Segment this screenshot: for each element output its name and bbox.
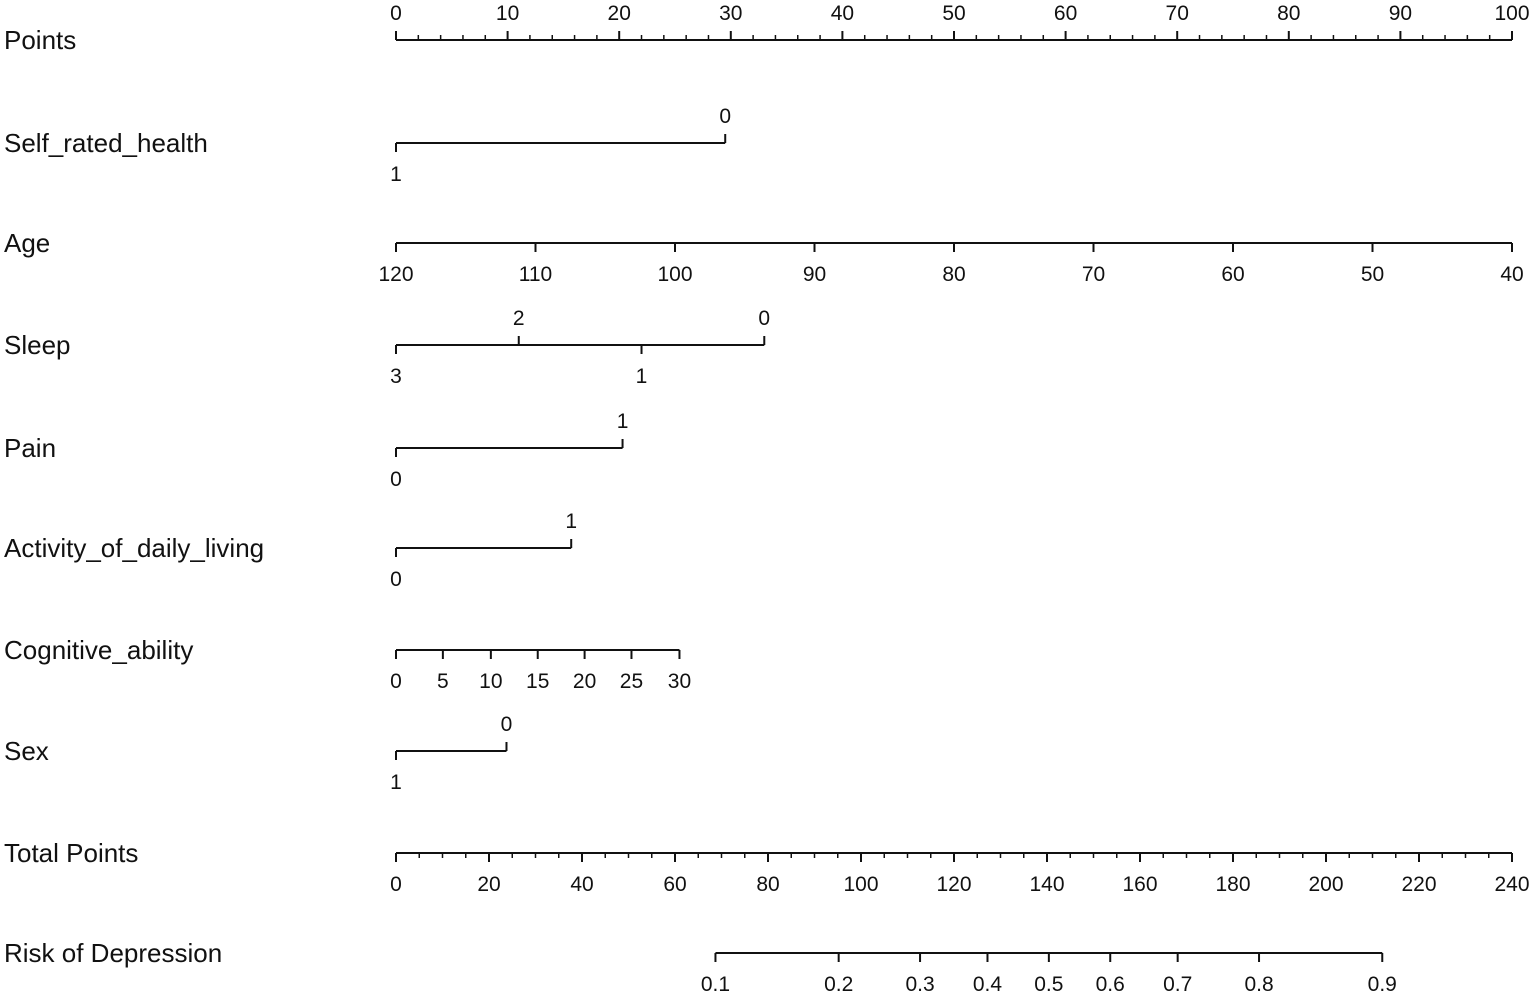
variable-tick-label: 70	[1082, 263, 1105, 286]
points-tick-label: 80	[1277, 2, 1300, 25]
variable-tick-label: 1	[390, 163, 402, 186]
variable-tick-label: 1	[390, 771, 402, 794]
points-tick-label: 40	[831, 2, 854, 25]
points-tick-label: 100	[1494, 2, 1529, 25]
row-label: Total Points	[4, 838, 138, 868]
points-tick-label: 30	[719, 2, 742, 25]
variable-tick-label: 50	[1361, 263, 1384, 286]
variable-tick-label: 0	[758, 307, 770, 330]
variable-tick-label: 1	[565, 510, 577, 533]
total-points-tick-label: 200	[1308, 873, 1343, 896]
risk-tick-label: 0.3	[905, 973, 934, 996]
points-tick-label: 0	[390, 2, 402, 25]
risk-tick-label: 0.8	[1244, 973, 1273, 996]
row-label: Self_rated_health	[4, 128, 208, 158]
row-label: Activity_of_daily_living	[4, 533, 264, 563]
variable-tick-label: 5	[437, 670, 449, 693]
variable-tick-label: 15	[526, 670, 549, 693]
total-points-tick-label: 180	[1215, 873, 1250, 896]
points-tick-label: 50	[942, 2, 965, 25]
total-points-tick-label: 100	[843, 873, 878, 896]
variable-tick-label: 0	[719, 105, 731, 128]
risk-tick-label: 0.1	[701, 973, 730, 996]
total-points-tick-label: 140	[1029, 873, 1064, 896]
total-points-tick-label: 120	[936, 873, 971, 896]
risk-tick-label: 0.9	[1368, 973, 1397, 996]
points-tick-label: 60	[1054, 2, 1077, 25]
variable-tick-label: 0	[390, 568, 402, 591]
variable-tick-label: 110	[519, 263, 552, 286]
row-label: Sleep	[4, 330, 71, 360]
risk-tick-label: 0.5	[1034, 973, 1063, 996]
total-points-tick-label: 0	[390, 873, 402, 896]
row-label: Risk of Depression	[4, 938, 222, 968]
total-points-tick-label: 60	[663, 873, 686, 896]
variable-tick-label: 0	[501, 713, 513, 736]
variable-tick-label: 30	[668, 670, 691, 693]
variable-tick-label: 0	[390, 468, 402, 491]
variable-tick-label: 1	[617, 410, 629, 433]
total-points-tick-label: 40	[570, 873, 593, 896]
variable-tick-label: 80	[942, 263, 965, 286]
variable-tick-label: 120	[378, 263, 413, 286]
row-label: Sex	[4, 736, 49, 766]
risk-tick-label: 0.2	[824, 973, 853, 996]
variable-tick-label: 40	[1500, 263, 1523, 286]
total-points-tick-label: 20	[477, 873, 500, 896]
row-label: Pain	[4, 433, 56, 463]
variable-tick-label: 90	[803, 263, 826, 286]
variable-tick-label: 3	[390, 365, 402, 388]
points-tick-label: 90	[1389, 2, 1412, 25]
points-tick-label: 20	[608, 2, 631, 25]
variable-tick-label: 25	[620, 670, 643, 693]
variable-tick-label: 60	[1221, 263, 1244, 286]
row-label: Cognitive_ability	[4, 635, 193, 665]
points-tick-label: 70	[1166, 2, 1189, 25]
row-label: Points	[4, 25, 76, 55]
risk-tick-label: 0.7	[1163, 973, 1192, 996]
variable-tick-label: 2	[513, 307, 525, 330]
variable-tick-label: 20	[573, 670, 596, 693]
row-label: Age	[4, 228, 50, 258]
total-points-tick-label: 240	[1494, 873, 1529, 896]
points-tick-label: 10	[496, 2, 519, 25]
variable-tick-label: 1	[636, 365, 648, 388]
risk-tick-label: 0.6	[1096, 973, 1125, 996]
risk-tick-label: 0.4	[973, 973, 1003, 996]
total-points-tick-label: 220	[1401, 873, 1436, 896]
variable-tick-label: 0	[390, 670, 402, 693]
variable-tick-label: 100	[657, 263, 692, 286]
total-points-tick-label: 160	[1122, 873, 1157, 896]
total-points-tick-label: 80	[756, 873, 779, 896]
variable-tick-label: 10	[479, 670, 502, 693]
